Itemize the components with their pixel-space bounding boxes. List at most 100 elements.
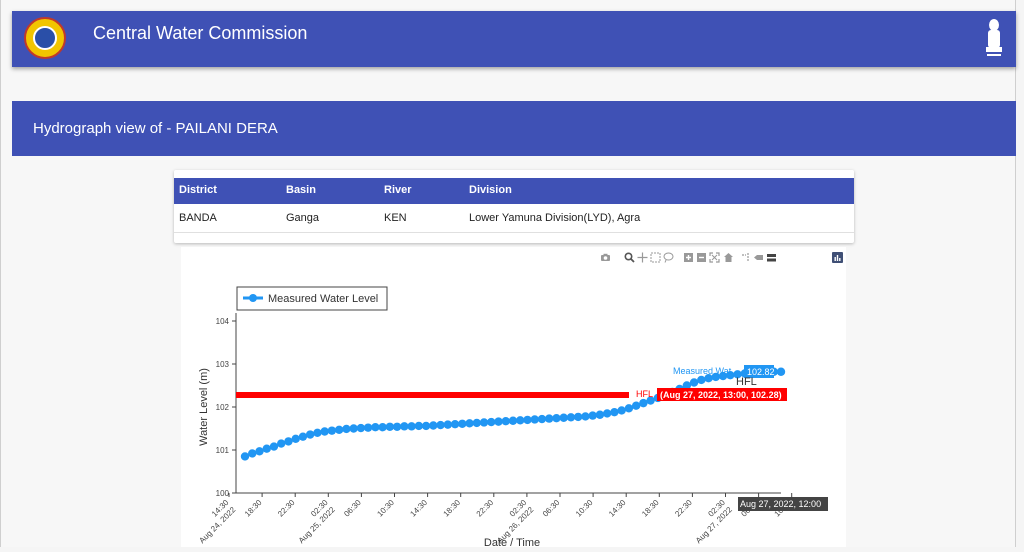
hover-measured-name: Measured Wat...	[673, 366, 739, 376]
measured-water-level-point	[617, 406, 626, 415]
x-tick-label: 10:30	[375, 498, 396, 519]
national-emblem-icon	[986, 19, 1002, 56]
hover-compare-icon[interactable]	[766, 252, 777, 263]
hydrograph-chart[interactable]: 100 101 102 103 104 Water Level (m) 14:30 Aug 2…	[181, 247, 846, 549]
reset-axes-icon[interactable]	[723, 252, 734, 263]
measured-water-level-point	[378, 423, 387, 432]
measured-water-level-point	[689, 378, 699, 387]
measured-water-level-point	[421, 421, 431, 431]
measured-water-level-point	[733, 370, 742, 379]
measured-water-level-point	[545, 414, 554, 423]
measured-water-level-point	[356, 423, 366, 433]
measured-water-level-point	[436, 420, 445, 430]
measured-water-level-point	[407, 422, 416, 431]
measured-water-level-point	[566, 413, 576, 422]
measured-water-level-point	[631, 401, 641, 410]
measured-water-level-point	[305, 430, 315, 439]
hover-measured-box	[744, 365, 774, 378]
measured-water-level-point	[392, 422, 402, 431]
pan-icon[interactable]	[637, 252, 648, 263]
measured-water-level-point	[262, 444, 271, 453]
spike-lines-icon[interactable]	[740, 252, 751, 263]
y-tick-label: 101	[216, 446, 230, 455]
measured-water-level-point	[718, 371, 728, 381]
hover-closest-icon[interactable]	[753, 252, 764, 263]
cwc-logo-icon	[24, 17, 66, 59]
top-app-bar: Central Water Commission	[12, 11, 1016, 67]
x-tick-label: 06:30	[541, 498, 562, 519]
hover-measured-value: 102.82	[747, 367, 775, 377]
y-tick-label: 100	[216, 489, 230, 498]
measured-water-level-point	[269, 442, 279, 451]
zoom-in-icon[interactable]	[683, 252, 694, 263]
zoom-out-icon[interactable]	[696, 252, 707, 263]
measured-water-level-point	[334, 425, 344, 434]
measured-water-level-point	[646, 396, 655, 405]
measured-water-level-point	[465, 419, 474, 428]
box-select-icon[interactable]	[650, 252, 661, 263]
x-tick-group: 22:30	[276, 498, 297, 519]
legend-box	[236, 286, 388, 311]
y-tick-label: 104	[216, 317, 230, 326]
measured-water-level-point	[277, 439, 286, 448]
x-tick-label: 18:30	[243, 498, 264, 519]
page-banner: Hydrograph view of - PAILANI DERA	[12, 101, 1016, 156]
measured-water-level-point	[537, 414, 547, 424]
measured-water-level-point	[624, 404, 634, 413]
column-header-river: River	[384, 184, 412, 196]
x-tick-group: 14:30	[607, 498, 628, 519]
x-tick-label: 22:30	[673, 498, 694, 519]
x-tick-group: 18:30	[640, 498, 661, 519]
cell-district: BANDA	[179, 212, 217, 224]
measured-water-level-point	[320, 427, 329, 436]
column-header-division: Division	[469, 184, 512, 196]
measured-water-level-point	[400, 422, 409, 431]
legend-label: Measured Water Level	[268, 293, 378, 305]
measured-water-level-point	[726, 370, 735, 380]
zoom-icon[interactable]	[624, 252, 635, 263]
x-tick-group: 10:30	[574, 498, 595, 519]
legend: Measured Water Level	[236, 286, 388, 311]
measured-water-level-point	[450, 420, 460, 429]
measured-water-level-point	[494, 417, 503, 426]
row-divider	[174, 232, 854, 233]
measured-water-level-point	[602, 409, 612, 418]
plotly-logo-icon[interactable]	[832, 252, 843, 263]
column-header-district: District	[179, 184, 217, 196]
y-axis-title: Water Level (m)	[198, 368, 210, 446]
hover-x-label: Aug 27, 2022, 12:00	[740, 499, 821, 509]
autoscale-icon[interactable]	[709, 252, 720, 263]
cell-basin: Ganga	[286, 212, 320, 224]
table-header: District Basin River Division	[174, 178, 854, 204]
x-tick-label: 22:30	[475, 498, 496, 519]
measured-water-level-point	[508, 416, 518, 425]
measured-water-level-point	[298, 432, 308, 441]
measured-water-level-point	[342, 424, 351, 434]
cell-river: KEN	[384, 212, 407, 224]
measured-water-level-point	[588, 411, 597, 420]
column-header-basin: Basin	[286, 184, 316, 196]
hfl-series-label: HFL	[736, 376, 757, 388]
legend-swatch-marker	[249, 294, 257, 302]
measured-water-level-point	[559, 413, 568, 422]
measured-water-level-point	[363, 423, 373, 432]
lasso-select-icon[interactable]	[663, 252, 674, 263]
measured-water-level-point	[291, 434, 300, 444]
measured-water-level-point	[255, 447, 264, 456]
measured-water-level-point	[552, 413, 561, 423]
measured-water-level-point	[371, 423, 380, 432]
x-tick-label: 10:30	[574, 498, 595, 519]
measured-water-level-point	[313, 428, 322, 437]
measured-water-level-point	[682, 381, 692, 390]
measured-water-level-point	[697, 375, 706, 385]
measured-water-level-point	[240, 452, 250, 461]
measured-water-level-point	[776, 367, 786, 376]
measured-water-level-point	[595, 410, 605, 419]
measured-water-level-point	[385, 422, 395, 431]
y-tick-label: 102	[216, 403, 230, 412]
x-tick-group: 22:30	[673, 498, 694, 519]
camera-icon[interactable]	[600, 252, 611, 263]
measured-water-level-point	[284, 437, 293, 446]
